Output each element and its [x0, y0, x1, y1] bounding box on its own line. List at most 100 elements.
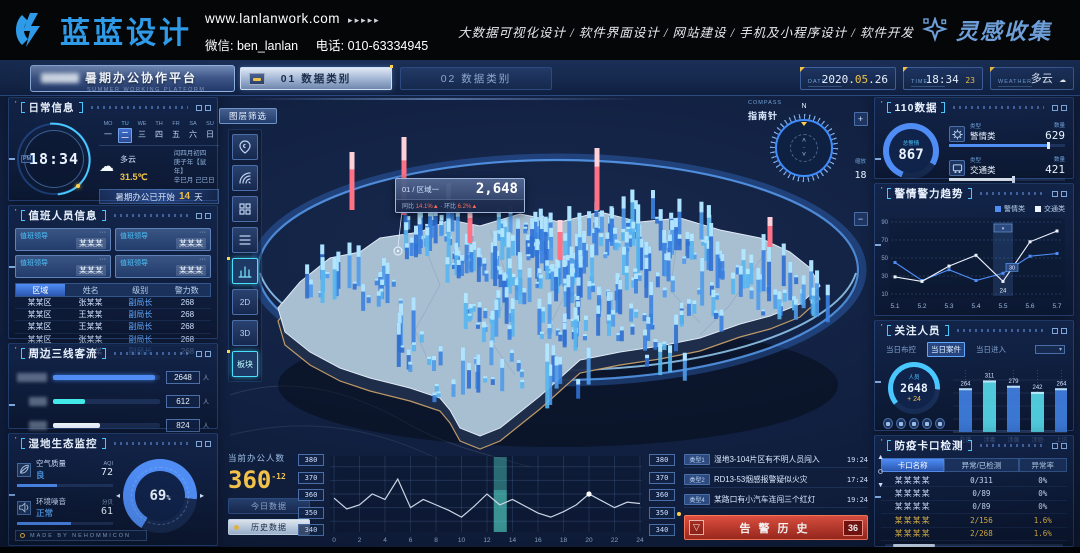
tab-data-category-1[interactable]: 01 数据类别: [240, 65, 393, 90]
scroll-dot-icon[interactable]: [878, 469, 884, 474]
more-icon[interactable]: ···: [99, 256, 106, 263]
duty-leader-card[interactable]: 值班领导 ··· 某某某: [115, 228, 211, 251]
svg-text:5.3: 5.3: [944, 303, 953, 310]
window-icon[interactable]: [1052, 327, 1058, 334]
svg-text:70: 70: [881, 238, 888, 244]
expand-icon[interactable]: [1061, 327, 1067, 334]
minimize-icon[interactable]: [875, 158, 881, 160]
history-data-button[interactable]: 历史数据: [228, 519, 310, 535]
layer-tool-block[interactable]: 板块: [227, 350, 258, 377]
layer-tool-cluster[interactable]: [232, 196, 258, 222]
window-icon[interactable]: [1052, 190, 1058, 197]
gauge-right-arrow: ▸: [199, 491, 204, 500]
focus-tab-2[interactable]: 当日案件: [927, 342, 965, 357]
window-icon[interactable]: [196, 350, 202, 357]
layer-tool-pin[interactable]: [232, 134, 258, 160]
more-icon[interactable]: ···: [99, 229, 106, 236]
time-label: TIME: [911, 79, 945, 87]
office-chart-ylabels-left: 380 370 360 350 340: [298, 454, 324, 536]
checkpoint-header-2[interactable]: 异常/已检测: [944, 458, 1019, 472]
scrollbar-thumb[interactable]: [893, 543, 935, 547]
lanlan-logo-icon: [16, 13, 40, 47]
window-icon[interactable]: [1052, 104, 1058, 111]
window-icon[interactable]: [1052, 442, 1058, 449]
svg-text:30: 30: [881, 274, 888, 280]
user-icon[interactable]: [909, 418, 919, 429]
expand-icon[interactable]: [1061, 442, 1067, 449]
promo-banner: 蓝蓝设计 www.lanlanwork.com ▸▸▸▸▸ 微信: ben_lan…: [0, 0, 1080, 60]
layer-tool-2d[interactable]: 2D: [232, 289, 258, 315]
website-link[interactable]: www.lanlanwork.com: [205, 11, 341, 26]
more-icon[interactable]: ···: [199, 256, 206, 263]
duty-role: 值班领导: [120, 260, 148, 267]
alert-row[interactable]: 类型1 湿地3-104片区有不明人员闯入 19:24: [684, 452, 868, 468]
weekday-mo: MO 一: [103, 121, 113, 139]
scroll-up-icon[interactable]: ▲: [877, 454, 884, 461]
today-data-button[interactable]: 今日数据: [228, 498, 310, 514]
minimize-icon[interactable]: [875, 496, 881, 498]
alert-row[interactable]: 类型4 某路口有小汽车连闯三个红灯 19:24: [684, 492, 868, 508]
camera-icon[interactable]: [883, 418, 893, 429]
layer-tool-bars[interactable]: [227, 257, 258, 284]
car-icon[interactable]: [922, 418, 932, 429]
office-chart-ylabels-right: 380 370 360 350 340: [649, 454, 675, 536]
duty-role: 值班领导: [120, 233, 148, 240]
scroll-down-icon[interactable]: ▼: [877, 482, 884, 489]
table-scrollbar: [885, 543, 1063, 547]
expand-icon[interactable]: [205, 212, 211, 219]
city-3d-map[interactable]: [230, 95, 880, 467]
window-icon[interactable]: [196, 212, 202, 219]
summer-notice-bar: 暑期办公已开始 14 天: [99, 189, 219, 204]
mic-icon[interactable]: [896, 418, 906, 429]
metric-bar: [17, 522, 113, 525]
time-plate: TIME 18:34 23: [903, 67, 983, 90]
duty-leader-card[interactable]: 值班领导 ··· 某某某: [15, 228, 111, 251]
svg-text:10: 10: [881, 292, 888, 298]
contact-block: www.lanlanwork.com ▸▸▸▸▸ 微信: ben_lanlan 电…: [205, 10, 442, 54]
layer-tool-radar[interactable]: [232, 165, 258, 191]
expand-icon[interactable]: [1061, 190, 1067, 197]
arrows-decoration: ▸▸▸▸▸: [348, 15, 381, 25]
expand-icon[interactable]: [205, 440, 211, 447]
checkpoint-header-3[interactable]: 异常率: [1018, 458, 1067, 472]
minimize-icon[interactable]: [9, 158, 15, 160]
minimize-icon[interactable]: [9, 494, 15, 496]
minimize-icon[interactable]: [9, 404, 15, 406]
svg-text:▾: ▾: [1002, 226, 1005, 232]
focus-tab-3[interactable]: 当日进入: [976, 345, 1006, 354]
office-count-block: 当前办公人数 360-12 今日数据 历史数据: [228, 452, 316, 535]
panel-eco-monitor: ' 湿地生态监控 空气质量良 AQI 72 环境噪音 正常 分贝 61 69% ◂ ▸: [8, 433, 218, 546]
tab-data-category-2[interactable]: 02 数据类别: [400, 67, 552, 90]
minimize-icon[interactable]: [875, 244, 881, 246]
expand-icon[interactable]: [205, 104, 211, 111]
weather-cloud-icon: ☁: [99, 158, 114, 175]
zoom-out-button[interactable]: −: [853, 212, 868, 226]
sparkle-icon: [921, 17, 948, 43]
layer-tool-3d[interactable]: 3D: [232, 320, 258, 346]
window-icon[interactable]: [196, 104, 202, 111]
focus-tab-1[interactable]: 当日布控: [886, 345, 916, 354]
alert-history-button[interactable]: ▽ 告警历史 36: [677, 512, 868, 540]
alert-text: RD13-53烟感报警疑似火灾: [714, 475, 808, 484]
duty-leader-card[interactable]: 值班领导 ··· 某某某: [115, 255, 211, 278]
expand-icon[interactable]: [1061, 104, 1067, 111]
warning-icon: ▽: [689, 520, 704, 535]
window-icon[interactable]: [196, 440, 202, 447]
svg-text:24: 24: [1000, 288, 1007, 294]
passenger-bar-fill: [53, 375, 155, 380]
chat-icon[interactable]: [935, 418, 945, 429]
alert-row[interactable]: 类型2 RD13-53烟感报警疑似火灾 17:24: [684, 472, 868, 488]
eco-metric: 空气质量良 AQI 72: [17, 458, 113, 487]
zoom-in-button[interactable]: +: [853, 112, 868, 126]
minimize-icon[interactable]: [9, 266, 15, 268]
inspiration-collect[interactable]: 灵感收集: [921, 14, 1052, 46]
filter-dropdown[interactable]: ▾: [1035, 345, 1065, 354]
wechat-id: ben_lanlan: [236, 39, 299, 53]
minimize-icon[interactable]: [875, 381, 881, 383]
checkpoint-header-1[interactable]: 卡口名称: [881, 458, 945, 472]
layer-tool-list[interactable]: [232, 227, 258, 253]
more-icon[interactable]: ···: [199, 229, 206, 236]
duty-leader-card[interactable]: 值班领导 ··· 某某某: [15, 255, 111, 278]
metric-unit: 分贝: [101, 500, 113, 506]
expand-icon[interactable]: [205, 350, 211, 357]
